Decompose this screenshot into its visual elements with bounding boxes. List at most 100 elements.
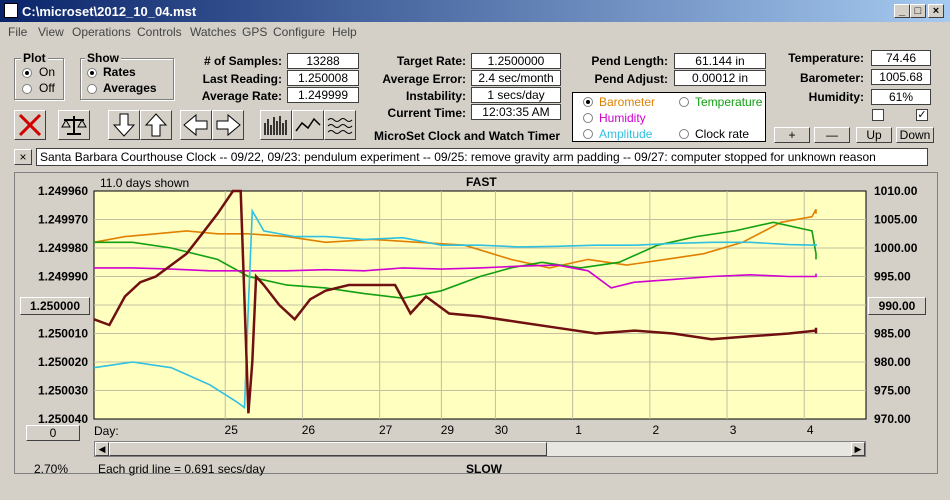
pend-adjust-label: Pend Adjust: [594, 72, 668, 86]
plot-off-label: Off [39, 81, 55, 95]
red-x-icon [18, 113, 42, 137]
y-left-tick-label: 1.250020 [38, 355, 88, 369]
last-reading-value: 1.250008 [287, 70, 359, 86]
amplitude-option: Amplitude [599, 127, 653, 141]
arrow-down-icon [112, 113, 136, 137]
bar-graph-icon [264, 116, 287, 135]
humidity-option: Humidity [599, 111, 646, 125]
y-right-tick-label: 1000.00 [874, 241, 918, 255]
arrow-left-icon [183, 113, 208, 137]
up-arrow-button[interactable] [140, 110, 172, 140]
averages-radio[interactable] [87, 84, 97, 94]
averages-label: Averages [103, 81, 157, 95]
right-arrow-button[interactable] [212, 110, 244, 140]
y-right-tick-label: 980.00 [874, 355, 911, 369]
right-reference-button[interactable]: 990.00 [868, 297, 926, 315]
scroll-down-button[interactable]: Down [896, 127, 934, 143]
x-tick-label: 27 [379, 423, 393, 437]
humidity-value: 61% [871, 89, 931, 105]
left-arrow-button[interactable] [180, 110, 212, 140]
series-line-temperature [94, 221, 817, 300]
samples-value: 13288 [287, 53, 359, 69]
balance-button[interactable] [58, 110, 90, 140]
waves-button[interactable] [324, 110, 356, 140]
menu-file[interactable]: File [8, 25, 28, 39]
y-right-tick-label: 995.00 [874, 270, 911, 284]
slow-label: SLOW [466, 462, 502, 476]
series-selector: Barometer Temperature Humidity Amplitude… [572, 92, 766, 142]
x-tick-label: 25 [225, 423, 239, 437]
humidity-label: Humidity: [808, 90, 864, 104]
days-shown: 11.0 days shown [100, 176, 190, 190]
humidity-radio[interactable] [583, 113, 593, 123]
left-reference-button[interactable]: 1.250000 [20, 297, 90, 315]
x-tick-label: 1 [575, 423, 582, 437]
clear-button[interactable] [14, 110, 46, 140]
rates-radio[interactable] [87, 68, 97, 78]
current-time-label: Current Time: [387, 106, 466, 120]
clock-rate-option: Clock rate [695, 127, 750, 141]
series-line-clock-rate [93, 189, 818, 414]
scroll-up-button[interactable]: Up [856, 127, 892, 143]
checkbox-1[interactable] [872, 109, 884, 121]
scroll-left-icon[interactable]: ◀ [95, 442, 109, 456]
scrollbar-thumb[interactable] [109, 442, 547, 456]
histogram-button[interactable] [260, 110, 292, 140]
down-arrow-button[interactable] [108, 110, 140, 140]
average-error-value: 2.4 sec/month [471, 70, 561, 86]
scroll-right-icon[interactable]: ▶ [851, 442, 865, 456]
minimize-button[interactable]: _ [894, 4, 910, 18]
show-group: Show Rates Averages [80, 51, 174, 100]
plot-off-radio[interactable] [22, 84, 32, 94]
plot-group-label: Plot [21, 51, 48, 65]
pend-length-value: 61.144 in [674, 53, 766, 69]
plot-on-label: On [39, 65, 56, 79]
x-tick-label: 4 [807, 423, 814, 437]
menu-help[interactable]: Help [332, 25, 357, 39]
arrow-right-icon [216, 113, 241, 137]
series-line-amplitude [93, 208, 817, 410]
average-error-label: Average Error: [382, 72, 466, 86]
barometer-radio[interactable] [583, 97, 593, 107]
close-window-button[interactable]: × [928, 4, 944, 18]
menu-configure[interactable]: Configure [273, 25, 326, 39]
plot-on-radio[interactable] [22, 68, 32, 78]
current-time-value: 12:03:35 AM [471, 104, 561, 120]
fast-label: FAST [466, 175, 497, 189]
y-left-tick-label: 1.250010 [38, 327, 88, 341]
y-right-tick-label: 985.00 [874, 327, 911, 341]
average-rate-label: Average Rate: [201, 89, 282, 103]
line-graph-button[interactable] [292, 110, 324, 140]
line-graph-icon [295, 117, 321, 132]
amplitude-radio[interactable] [583, 129, 593, 139]
clear-notes-button[interactable]: × [14, 149, 32, 165]
zero-button[interactable]: 0 [26, 425, 80, 441]
menu-view[interactable]: View [38, 25, 64, 39]
temperature-label: Temperature: [788, 51, 864, 65]
pend-adjust-value: 0.00012 in [674, 70, 766, 86]
menu-gps[interactable]: GPS [242, 25, 268, 39]
menu-operations[interactable]: Operations [72, 25, 131, 39]
menu-controls[interactable]: Controls [137, 25, 182, 39]
day-label: Day: [94, 424, 119, 438]
horizontal-scrollbar[interactable]: ◀ ▶ [94, 441, 866, 457]
x-tick-label: 26 [302, 423, 316, 437]
temperature-radio[interactable] [679, 97, 689, 107]
y-left-tick-label: 1.250030 [38, 384, 88, 398]
zoom-in-button[interactable]: + [774, 127, 810, 143]
checkbox-2[interactable]: ✓ [916, 109, 928, 121]
zoom-out-button[interactable]: — [814, 127, 850, 143]
clock-rate-radio[interactable] [679, 129, 689, 139]
notes-field[interactable]: Santa Barbara Courthouse Clock -- 09/22,… [36, 148, 928, 166]
show-group-label: Show [85, 51, 121, 65]
maximize-button[interactable]: □ [910, 4, 926, 18]
last-reading-label: Last Reading: [202, 72, 282, 86]
menu-watches[interactable]: Watches [190, 25, 237, 39]
percent-readout: 2.70% [34, 462, 69, 476]
pend-length-label: Pend Length: [591, 54, 668, 68]
y-left-tick-label: 1.249970 [38, 213, 88, 227]
grid-note: Each grid line = 0.691 secs/day [98, 462, 266, 476]
plot-group: Plot On Off [14, 51, 64, 100]
waves-icon [327, 118, 353, 134]
